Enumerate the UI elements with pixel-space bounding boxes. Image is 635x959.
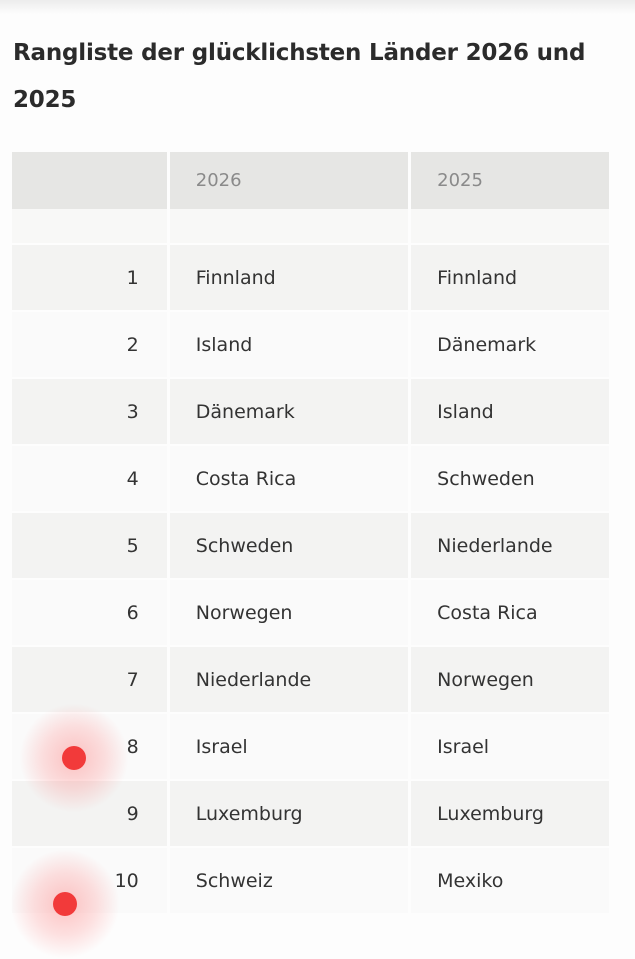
country-2025-cell: Island	[411, 379, 609, 446]
touch-indicator	[19, 703, 129, 813]
table-row: 3 Dänemark Island	[12, 379, 609, 446]
country-2026-cell: Costa Rica	[169, 446, 412, 513]
rank-cell: 10	[12, 848, 170, 915]
table-row: 9 Luxemburg Luxemburg	[12, 781, 609, 848]
spacer-cell	[12, 209, 170, 245]
touch-dot	[53, 892, 77, 916]
country-2026-cell: Schweiz	[169, 848, 412, 915]
table-title: Rangliste der glücklichsten Länder 2026 …	[13, 40, 586, 113]
table-header: 2026 2025	[12, 152, 609, 209]
table-row: 10 Schweiz Mexiko	[12, 848, 609, 915]
rank-cell: 9	[12, 781, 170, 848]
table-row: 4 Costa Rica Schweden	[12, 446, 609, 513]
country-2026-cell: Luxemburg	[169, 781, 412, 848]
rank-cell: 6	[12, 580, 170, 647]
country-2025-cell: Schweden	[411, 446, 609, 513]
rank-cell: 7	[12, 647, 170, 714]
rank-cell: 4	[12, 446, 170, 513]
table-row: 1 Finnland Finnland	[12, 245, 609, 312]
rank-cell: 5	[12, 513, 170, 580]
country-2025-cell: Mexiko	[411, 848, 609, 915]
table-row: 5 Schweden Niederlande	[12, 513, 609, 580]
country-2025-cell: Costa Rica	[411, 580, 609, 647]
country-2025-cell: Israel	[411, 714, 609, 781]
header-2025: 2025	[411, 152, 609, 209]
country-2026-cell: Israel	[169, 714, 412, 781]
country-2025-cell: Niederlande	[411, 513, 609, 580]
spacer-row	[12, 209, 609, 245]
rank-cell: 2	[12, 312, 170, 379]
country-2025-cell: Dänemark	[411, 312, 609, 379]
touch-dot	[62, 746, 86, 770]
country-2026-cell: Niederlande	[169, 647, 412, 714]
country-2026-cell: Island	[169, 312, 412, 379]
country-2026-cell: Finnland	[169, 245, 412, 312]
country-2026-cell: Schweden	[169, 513, 412, 580]
country-2025-cell: Norwegen	[411, 647, 609, 714]
header-row: 2026 2025	[12, 152, 609, 209]
table-body: 1 Finnland Finnland 2 Island Dänemark 3 …	[12, 209, 609, 915]
country-2025-cell: Luxemburg	[411, 781, 609, 848]
touch-indicator	[10, 849, 120, 959]
header-rank	[12, 152, 170, 209]
spacer-cell	[169, 209, 412, 245]
country-2026-cell: Norwegen	[169, 580, 412, 647]
table-row: 6 Norwegen Costa Rica	[12, 580, 609, 647]
rank-cell: 3	[12, 379, 170, 446]
table-row: 8 Israel Israel	[12, 714, 609, 781]
spacer-cell	[411, 209, 609, 245]
country-2025-cell: Finnland	[411, 245, 609, 312]
top-shadow	[0, 0, 635, 14]
header-2026: 2026	[169, 152, 412, 209]
table-row: 2 Island Dänemark	[12, 312, 609, 379]
country-2026-cell: Dänemark	[169, 379, 412, 446]
happiness-ranking-table: 2026 2025 1 Finnland Finnland 2 Island D…	[12, 152, 609, 915]
rank-cell: 1	[12, 245, 170, 312]
table-row: 7 Niederlande Norwegen	[12, 647, 609, 714]
rank-cell: 8	[12, 714, 170, 781]
